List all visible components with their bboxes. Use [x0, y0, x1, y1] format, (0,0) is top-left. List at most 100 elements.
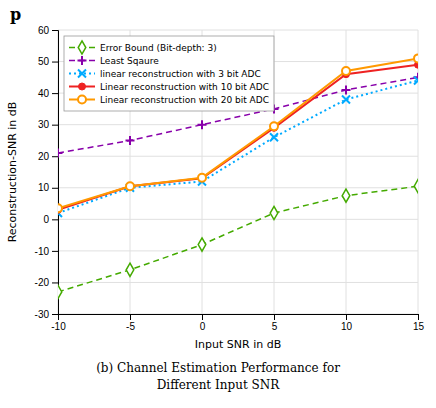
grid-line-y [58, 219, 418, 220]
y-axis-tick: 50 [38, 56, 58, 67]
y-axis-tick: -30 [35, 309, 58, 320]
legend-item: Least Sqaure [69, 56, 159, 66]
y-axis-tick-mark [52, 251, 58, 252]
x-axis-tick: 5 [272, 314, 278, 332]
y-axis-tick-label: 60 [38, 25, 50, 36]
series-marker [198, 238, 206, 251]
series-marker [414, 54, 418, 62]
panel-label: p [10, 5, 21, 24]
y-axis-tick-mark [52, 30, 58, 31]
grid-line-y [58, 187, 418, 188]
grid-line-y [58, 156, 418, 157]
grid [58, 30, 418, 314]
legend-item: Linear reconstruction with 20 bit ADC [69, 95, 269, 105]
y-axis-tick: 60 [38, 25, 58, 36]
y-axis-tick-label: -20 [35, 277, 50, 288]
series-line [58, 65, 418, 210]
legend-label: linear reconstruction with 3 bit ADC [100, 69, 261, 79]
series-marker [270, 133, 278, 141]
y-axis: -30 -20 -10 0 10 20 30 40 50 60 [35, 25, 59, 320]
grid-line-y [58, 282, 418, 283]
x-axis-tick-label: 0 [200, 321, 206, 332]
grid-line-y [58, 250, 418, 251]
series-marker [126, 182, 134, 190]
x-axis-tick-label: 15 [413, 321, 425, 332]
y-axis-tick-mark [52, 314, 58, 315]
x-axis-tick-label: -5 [126, 321, 135, 332]
series-marker [414, 180, 418, 193]
series-marker [58, 285, 62, 298]
legend: Error Bound (Bit-depth: 3)Least Sqaureli… [64, 36, 274, 111]
y-axis-tick-mark [52, 282, 58, 283]
grid-line-y [58, 124, 418, 125]
x-axis-tick-mark [346, 314, 347, 320]
series-marker [198, 120, 207, 129]
x-axis-title: Input SNR in dB [195, 338, 281, 351]
y-axis-domain [52, 31, 59, 315]
y-axis-tick-label: 10 [38, 182, 50, 193]
legend-label: Least Sqaure [100, 56, 159, 66]
series-marker [414, 76, 418, 84]
x-axis: -10 -5 0 5 10 15 [51, 314, 424, 332]
y-axis-tick-mark [52, 188, 58, 189]
series [58, 76, 418, 217]
x-axis-domain [59, 315, 419, 321]
x-axis-tick: 10 [341, 314, 353, 332]
series-line [58, 58, 418, 208]
series [58, 61, 418, 213]
y-axis-tick: -20 [35, 277, 58, 288]
x-axis-tick-label: -10 [51, 321, 66, 332]
x-axis-tick: -5 [126, 314, 135, 332]
y-axis-tick-label: 50 [38, 56, 50, 67]
x-axis-tick-label: 10 [341, 321, 353, 332]
legend-swatch-marker [78, 96, 86, 104]
series-line [58, 186, 418, 292]
plot-area [58, 54, 418, 298]
series-marker [126, 136, 135, 145]
y-axis-tick: 30 [38, 119, 58, 130]
series [58, 180, 418, 299]
legend-item: linear reconstruction with 3 bit ADC [69, 69, 261, 79]
series-marker [126, 263, 134, 276]
grid-line-y [58, 30, 418, 31]
x-axis-tick-mark [274, 314, 275, 320]
x-axis-tick: 0 [200, 314, 206, 332]
y-axis-tick-label: 30 [38, 119, 50, 130]
y-axis-tick: 0 [43, 214, 58, 225]
chart: -10 -5 0 5 10 15 -30 -20 -10 0 10 20 30 40 50 60 Input S… [0, 0, 436, 408]
x-axis-tick-mark [418, 314, 419, 320]
y-axis-tick: 10 [38, 182, 58, 193]
y-axis-tick-label: 20 [38, 151, 50, 162]
legend-label: Linear reconstruction with 10 bit ADC [100, 82, 269, 92]
y-axis-tick-mark [52, 219, 58, 220]
y-axis-tick-mark [52, 125, 58, 126]
series-line [58, 77, 418, 153]
series-marker [58, 204, 62, 212]
series-marker [58, 149, 63, 158]
grid-line-x [418, 30, 419, 314]
legend-swatch-marker [78, 70, 86, 78]
legend-label: Linear reconstruction with 20 bit ADC [100, 95, 269, 105]
legend-swatch-marker [78, 56, 87, 65]
y-axis-tick-mark [52, 62, 58, 63]
legend-box [64, 36, 274, 111]
y-axis-title: Reconstruction-SNR in dB [6, 102, 19, 243]
caption: Different Input SNR [157, 378, 281, 392]
series-marker [342, 189, 350, 202]
y-axis-tick-label: -30 [35, 309, 50, 320]
series [58, 73, 418, 158]
series [58, 54, 418, 212]
y-axis-tick: -10 [35, 246, 58, 257]
y-axis-tick-mark [52, 156, 58, 157]
series-marker [198, 174, 206, 182]
y-axis-tick-label: -10 [35, 246, 50, 257]
legend-swatch-marker [78, 41, 86, 54]
y-axis-tick-label: 40 [38, 88, 50, 99]
legend-swatch-marker [79, 83, 86, 90]
y-axis-tick: 20 [38, 151, 58, 162]
legend-item: Linear reconstruction with 10 bit ADC [69, 82, 269, 92]
y-axis-tick-label: 0 [43, 214, 49, 225]
x-axis-tick-label: 5 [272, 321, 278, 332]
y-axis-tick-mark [52, 93, 58, 94]
x-axis-tick-mark [202, 314, 203, 320]
